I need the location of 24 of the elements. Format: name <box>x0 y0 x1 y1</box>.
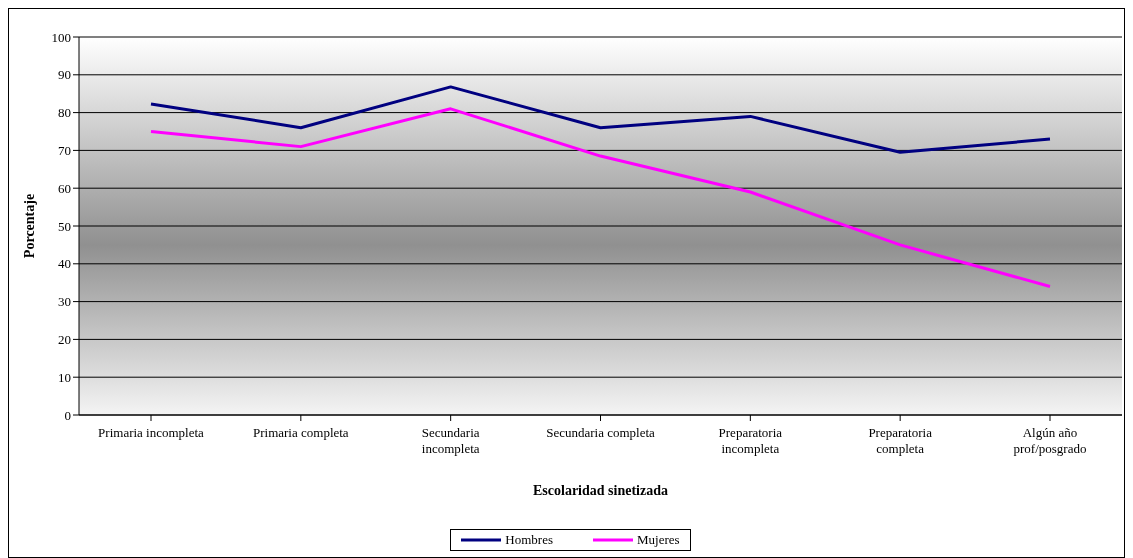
y-tick-label: 20 <box>58 332 71 348</box>
y-tick-label: 40 <box>58 256 71 272</box>
y-tick-label: 0 <box>64 407 71 423</box>
line-series <box>149 85 1052 154</box>
legend-label: Hombres <box>504 532 554 548</box>
y-tick-label: 90 <box>58 67 71 83</box>
x-tick-label: Primaria completa <box>253 425 349 440</box>
x-tick-label: Preparatoria completa <box>868 425 933 456</box>
x-tick-label: Algún año prof/posgrado <box>1013 425 1087 456</box>
y-axis-title: Porcentaje <box>21 193 37 259</box>
line-series <box>149 107 1052 288</box>
y-tick-label: 10 <box>58 369 71 385</box>
y-tick-label: 30 <box>58 294 71 310</box>
x-tick-label: Secundaria completa <box>546 425 656 440</box>
x-tick-label: Secundaria incompleta <box>421 425 480 456</box>
y-tick-label: 100 <box>51 29 71 45</box>
y-tick-label: 60 <box>58 180 71 196</box>
y-tick-label: 70 <box>58 143 71 159</box>
y-tick-label: 50 <box>58 218 71 234</box>
x-tick-label: Preparatoria incompleta <box>718 425 783 456</box>
y-tick-label: 80 <box>58 105 71 121</box>
legend-label: Mujeres <box>636 532 680 548</box>
x-axis-title: Escolaridad sinetizada <box>533 483 668 498</box>
x-tick-label: Primaria incompleta <box>98 425 205 440</box>
